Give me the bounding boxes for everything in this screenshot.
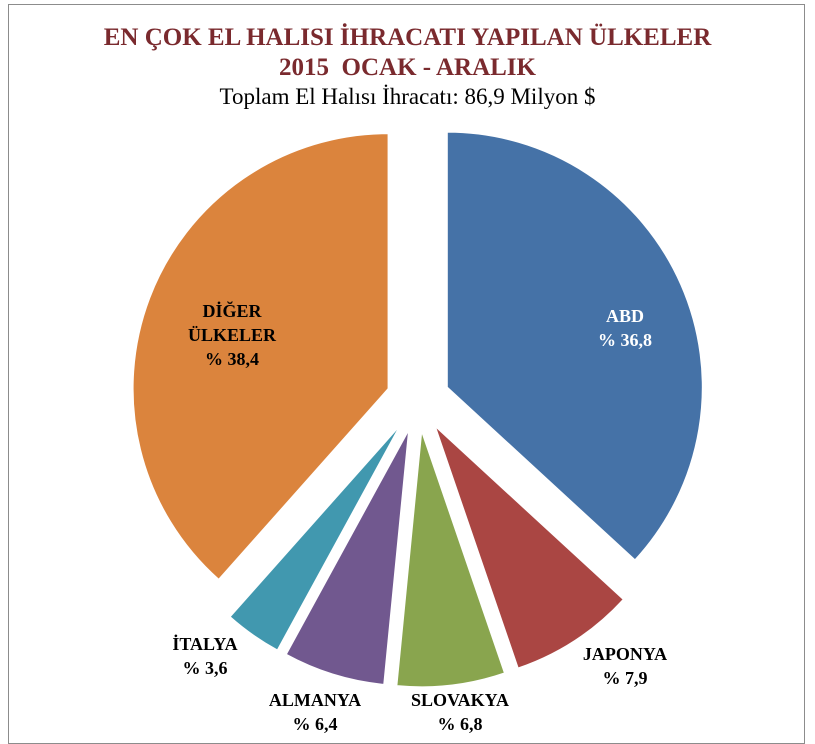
slice-label-group: DİĞER ÜLKELER % 38,4 xyxy=(167,299,297,371)
pie-slice xyxy=(229,425,401,651)
slice-label-group: JAPONYA % 7,9 xyxy=(560,642,690,690)
pie-slice xyxy=(132,133,389,580)
value-label: % 6,8 xyxy=(437,714,483,734)
value-label: % 36,8 xyxy=(598,330,652,350)
category-label: DİĞER ÜLKELER xyxy=(187,301,277,345)
category-label: JAPONYA xyxy=(582,644,668,664)
chart-title: EN ÇOK EL HALISI İHRACATI YAPILAN ÜLKELE… xyxy=(103,24,712,51)
category-label: ALMANYA xyxy=(268,690,362,710)
category-label: İTALYA xyxy=(172,634,238,654)
value-label: % 6,4 xyxy=(292,714,338,734)
pie-slice xyxy=(285,430,410,685)
slice-label-group: ABD % 36,8 xyxy=(560,304,690,352)
slice-label-group: SLOVAKYA % 6,8 xyxy=(395,688,525,736)
pie-slice xyxy=(446,131,703,561)
slice-label-group: İTALYA % 3,6 xyxy=(140,632,270,680)
pie-slice xyxy=(435,426,624,669)
category-label: ABD xyxy=(605,306,644,326)
chart-subtitle: 2015 OCAK - ARALIK xyxy=(279,54,536,81)
value-label: % 7,9 xyxy=(602,668,648,688)
value-label: % 3,6 xyxy=(182,658,228,678)
pie-slice xyxy=(396,431,506,688)
annotation: Toplam El Halısı İhracatı: 86,9 Milyon $ xyxy=(219,84,596,109)
value-label: % 38,4 xyxy=(205,349,259,369)
slice-label-group: ALMANYA % 6,4 xyxy=(250,688,380,736)
category-label: SLOVAKYA xyxy=(410,690,510,710)
